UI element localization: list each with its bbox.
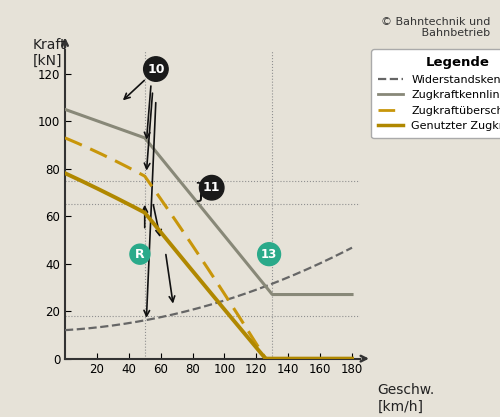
- Text: 13: 13: [261, 248, 277, 261]
- Legend: Widerstandskennlinie, Zugkraftkennlinie, Zugkraftüberschuss, Genutzter Zugkraftü: Widerstandskennlinie, Zugkraftkennlinie,…: [372, 50, 500, 138]
- Text: Geschw.
[km/h]: Geschw. [km/h]: [378, 383, 435, 414]
- Text: R: R: [135, 248, 145, 261]
- Text: 10: 10: [147, 63, 164, 75]
- Text: © Bahntechnik und
     Bahnbetrieb: © Bahntechnik und Bahnbetrieb: [380, 17, 490, 38]
- Text: 11: 11: [203, 181, 220, 194]
- Text: }: }: [194, 183, 207, 203]
- Text: Kraft
[kN]: Kraft [kN]: [32, 38, 66, 68]
